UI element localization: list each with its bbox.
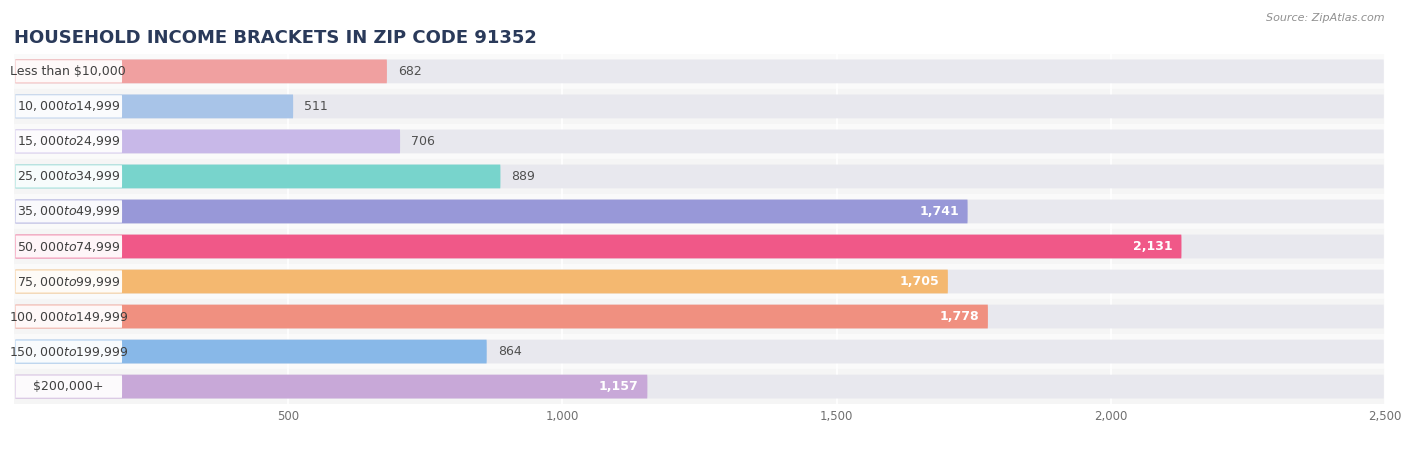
Text: $50,000 to $74,999: $50,000 to $74,999 <box>17 239 120 254</box>
Bar <box>14 229 1385 264</box>
FancyBboxPatch shape <box>15 164 1384 189</box>
Text: $100,000 to $149,999: $100,000 to $149,999 <box>8 309 128 324</box>
FancyBboxPatch shape <box>15 234 1384 259</box>
Bar <box>14 89 1385 124</box>
FancyBboxPatch shape <box>15 304 1384 329</box>
Text: $15,000 to $24,999: $15,000 to $24,999 <box>17 134 120 149</box>
FancyBboxPatch shape <box>15 339 1384 364</box>
FancyBboxPatch shape <box>15 165 122 188</box>
Text: 682: 682 <box>398 65 422 78</box>
Text: 511: 511 <box>304 100 328 113</box>
FancyBboxPatch shape <box>15 59 387 84</box>
FancyBboxPatch shape <box>15 94 1384 119</box>
FancyBboxPatch shape <box>15 269 948 294</box>
FancyBboxPatch shape <box>15 164 501 189</box>
Bar <box>14 299 1385 334</box>
Text: Source: ZipAtlas.com: Source: ZipAtlas.com <box>1267 13 1385 23</box>
FancyBboxPatch shape <box>15 129 401 154</box>
FancyBboxPatch shape <box>15 374 1384 399</box>
FancyBboxPatch shape <box>15 374 647 399</box>
Text: 1,705: 1,705 <box>900 275 939 288</box>
Bar <box>14 159 1385 194</box>
FancyBboxPatch shape <box>15 234 1181 259</box>
FancyBboxPatch shape <box>15 95 122 118</box>
Text: 2,131: 2,131 <box>1133 240 1173 253</box>
Bar <box>14 264 1385 299</box>
FancyBboxPatch shape <box>15 305 122 328</box>
FancyBboxPatch shape <box>15 339 486 364</box>
Text: 1,157: 1,157 <box>599 380 638 393</box>
FancyBboxPatch shape <box>15 60 122 83</box>
Text: $200,000+: $200,000+ <box>32 380 104 393</box>
Text: 1,741: 1,741 <box>920 205 959 218</box>
Bar <box>14 54 1385 89</box>
Text: 1,778: 1,778 <box>939 310 979 323</box>
FancyBboxPatch shape <box>15 304 988 329</box>
FancyBboxPatch shape <box>15 94 294 119</box>
Bar <box>14 194 1385 229</box>
FancyBboxPatch shape <box>15 200 122 223</box>
Text: 889: 889 <box>512 170 536 183</box>
FancyBboxPatch shape <box>15 269 1384 294</box>
Text: $150,000 to $199,999: $150,000 to $199,999 <box>8 344 128 359</box>
Text: $25,000 to $34,999: $25,000 to $34,999 <box>17 169 120 184</box>
Text: HOUSEHOLD INCOME BRACKETS IN ZIP CODE 91352: HOUSEHOLD INCOME BRACKETS IN ZIP CODE 91… <box>14 29 537 47</box>
FancyBboxPatch shape <box>15 129 1384 154</box>
Bar <box>14 124 1385 159</box>
Bar <box>14 334 1385 369</box>
FancyBboxPatch shape <box>15 375 122 398</box>
FancyBboxPatch shape <box>15 130 122 153</box>
FancyBboxPatch shape <box>15 59 1384 84</box>
FancyBboxPatch shape <box>15 270 122 293</box>
FancyBboxPatch shape <box>15 199 967 224</box>
Bar <box>14 369 1385 404</box>
FancyBboxPatch shape <box>15 199 1384 224</box>
Text: 706: 706 <box>411 135 434 148</box>
Text: 864: 864 <box>498 345 522 358</box>
Text: Less than $10,000: Less than $10,000 <box>10 65 127 78</box>
FancyBboxPatch shape <box>15 235 122 258</box>
Text: $35,000 to $49,999: $35,000 to $49,999 <box>17 204 120 219</box>
Text: $75,000 to $99,999: $75,000 to $99,999 <box>17 274 120 289</box>
Text: $10,000 to $14,999: $10,000 to $14,999 <box>17 99 120 114</box>
FancyBboxPatch shape <box>15 340 122 363</box>
